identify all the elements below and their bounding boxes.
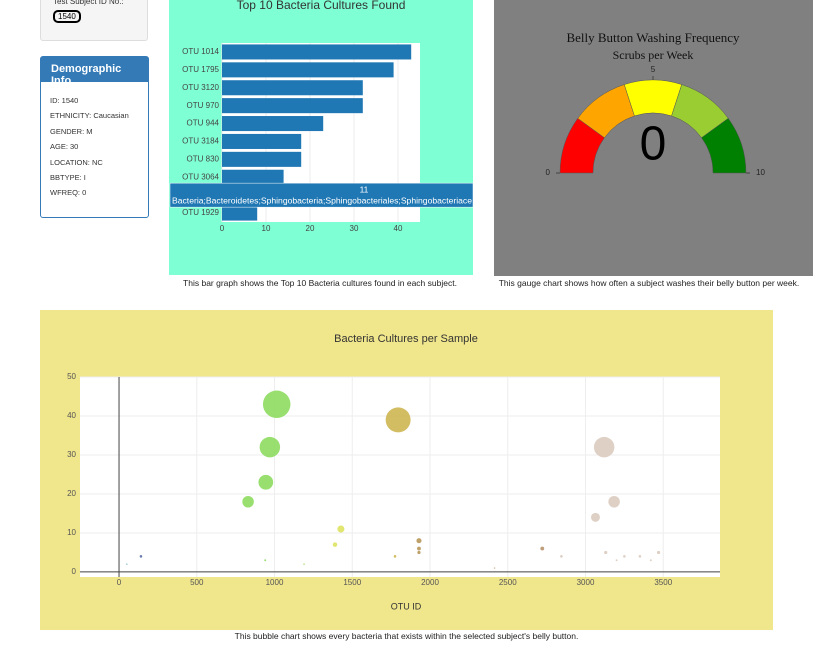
demographic-line: ID: 1540 [50,96,79,105]
demographic-line: GENDER: M [50,126,93,136]
chart-title: Bacteria Cultures per Sample [334,333,478,345]
x-axis-label: OTU ID [391,601,422,611]
panel-body: ID: 1540 ETHNICITY: Caucasian GENDER: M AGE… [41,82,148,201]
panel-title: Demographic Info [41,57,148,87]
bubble [332,542,338,547]
bubble [385,407,411,433]
y-tick-label: 40 [67,411,76,420]
x-tick-label: 2500 [499,578,517,587]
x-tick-label: 30 [350,224,359,233]
bar [222,205,258,221]
y-tick-label: OTU 3184 [182,137,219,146]
bubble [540,546,545,551]
bar [222,116,324,132]
y-tick-label: 50 [67,372,76,381]
gauge-tick-label: 0 [546,168,551,177]
x-tick-label: 1500 [343,578,361,587]
demographic-line: WFREQ: 0 [50,188,87,198]
bubble [259,436,281,458]
bar [222,151,302,167]
y-tick-label: OTU 830 [187,154,220,163]
chart-title: Belly Button Washing Frequency [566,30,740,45]
bubble [623,555,626,558]
bubble [560,555,563,558]
bubble [493,567,496,569]
y-tick-label: OTU 3120 [182,83,219,92]
y-tick-label: 10 [67,528,76,537]
bar [222,133,302,149]
bubble [608,495,620,508]
tooltip [169,182,474,208]
x-tick-label: 10 [262,224,271,233]
demographic-line: ETHNICITY: Caucasian [50,111,129,121]
x-tick-label: 3000 [577,578,595,587]
bubble [337,525,345,533]
selector-label: Test Subject ID No.: [53,0,124,6]
bar [222,80,363,96]
bar [222,44,412,60]
tooltip-text: Bacteria;Bacteroidetes;Sphingobacteria;S… [172,196,473,205]
bubble [258,474,274,490]
gauge-value: 0 [640,118,667,171]
y-tick-label: 0 [72,567,77,576]
bubble [126,563,128,565]
y-tick-label: OTU 1795 [182,65,219,74]
bubble [593,436,615,458]
tooltip-value: 11 [360,184,369,194]
gauge-caption: This gauge chart shows how often a subje… [498,278,800,288]
y-tick-label: OTU 970 [187,101,220,110]
x-tick-label: 500 [190,578,204,587]
bar-caption: This bar graph shows the Top 10 Bacteria… [183,278,457,288]
bar [222,62,394,78]
x-tick-label: 0 [117,578,122,587]
bubble [303,563,305,565]
bubble [417,550,421,555]
y-tick-label: 30 [67,450,76,459]
subject-selector: Test Subject ID No.: 1540 [40,0,148,41]
bar [222,169,284,185]
bubble [264,559,267,562]
bubble [416,538,422,544]
plot-area [80,377,720,577]
bar [222,98,363,114]
bubble [139,555,143,558]
bubble [393,555,397,558]
x-tick-label: 3500 [654,578,672,587]
x-tick-label: 20 [306,224,315,233]
bubble [649,559,652,562]
y-tick-label: 20 [67,489,76,498]
y-tick-label: OTU 1014 [182,47,219,56]
bubble [615,559,618,562]
bubble [638,555,642,558]
x-tick-label: 1000 [266,578,284,587]
bubble [417,546,421,551]
bubble-caption: This bubble chart shows every bacteria t… [234,631,579,641]
gauge-tick-label: 5 [651,65,656,74]
demographic-line: LOCATION: NC [50,157,103,167]
bubble [656,550,661,555]
demographic-line: BBTYPE: I [50,172,86,182]
y-tick-label: OTU 1929 [182,208,219,217]
x-tick-label: 40 [394,224,403,233]
y-tick-label: OTU 944 [187,119,220,128]
x-tick-label: 2000 [421,578,439,587]
bubble [604,550,608,555]
bubble [262,390,291,419]
gauge-background [494,0,813,276]
demographic-line: AGE: 30 [50,142,79,152]
dropdown[interactable]: 1540 [53,10,81,23]
chart-subtitle: Scrubs per Week [613,48,694,62]
y-tick-label: OTU 3064 [182,172,219,181]
chart-title: Top 10 Bacteria Cultures Found [237,0,406,12]
bubble [242,495,254,508]
bubble [590,512,600,522]
x-tick-label: 0 [220,224,225,233]
gauge-tick-label: 10 [756,168,765,177]
demographic-panel: Demographic Info ID: 1540 ETHNICITY: Cauc… [40,56,149,218]
